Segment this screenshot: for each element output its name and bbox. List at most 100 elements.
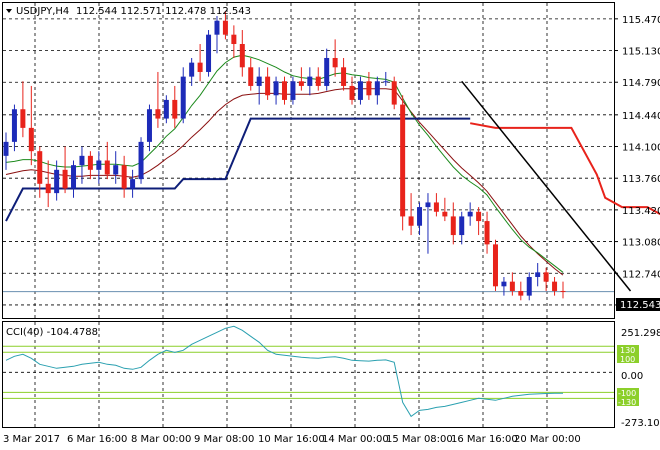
candle-body-62 — [526, 276, 532, 296]
channel-support-line — [5, 117, 471, 222]
candle-54 — [459, 211, 465, 245]
candle-body-5 — [45, 183, 51, 194]
time-label-5: 14 Mar 00:00 — [322, 434, 389, 445]
candles[interactable] — [3, 11, 566, 301]
candle-36 — [307, 67, 313, 96]
candle-body-30 — [256, 76, 262, 86]
candle-16 — [138, 137, 144, 184]
candle-body-19 — [163, 99, 169, 119]
candle-37 — [315, 67, 321, 91]
candle-body-12 — [104, 160, 110, 175]
candle-59 — [501, 276, 507, 296]
candle-49 — [417, 202, 423, 236]
candle-12 — [104, 141, 110, 180]
candle-body-38 — [324, 57, 330, 86]
candle-63 — [535, 263, 541, 287]
candle-body-42 — [357, 81, 363, 100]
candle-65 — [552, 276, 558, 296]
candle-body-14 — [121, 165, 127, 189]
dropdown-triangle-icon[interactable] — [6, 9, 12, 13]
candle-body-33 — [282, 81, 287, 100]
candle-50 — [425, 193, 431, 254]
candle-46 — [391, 76, 397, 110]
candle-body-3 — [28, 127, 34, 152]
candle-6 — [54, 160, 60, 201]
price-label-1: 115.130 — [622, 47, 660, 58]
cci-level-minus-130: -130 — [618, 398, 636, 407]
candle-41 — [349, 76, 355, 105]
candle-28 — [239, 30, 245, 77]
cci-axis-max: 251.2987 — [621, 328, 660, 339]
price-label-3: 114.440 — [622, 111, 660, 122]
candle-body-8 — [71, 165, 77, 189]
candle-9 — [79, 146, 85, 184]
symbol-label: USDJPY,H4 — [16, 6, 69, 17]
time-label-4: 10 Mar 16:00 — [258, 434, 325, 445]
candle-body-34 — [290, 81, 296, 100]
candle-5 — [45, 160, 51, 208]
candle-body-21 — [180, 76, 186, 119]
candle-body-4 — [37, 151, 43, 184]
candle-body-17 — [146, 109, 152, 142]
candle-body-26 — [222, 20, 228, 35]
price-label-8: 112.740 — [622, 269, 660, 280]
candle-body-53 — [450, 216, 456, 236]
candle-7 — [62, 146, 68, 194]
candle-body-1 — [11, 109, 17, 142]
candle-body-64 — [543, 272, 549, 282]
candle-body-13 — [113, 165, 119, 175]
cci-level-minus-100: -100 — [618, 389, 636, 398]
candle-body-23 — [197, 62, 203, 72]
candle-4 — [37, 146, 43, 198]
candle-56 — [476, 207, 482, 236]
candle-body-9 — [79, 155, 85, 166]
candle-19 — [163, 95, 169, 124]
candle-38 — [324, 48, 330, 91]
candle-body-54 — [459, 216, 465, 236]
candle-29 — [248, 57, 254, 91]
candle-body-59 — [501, 281, 507, 287]
candle-30 — [256, 67, 262, 105]
candle-57 — [484, 211, 490, 254]
candle-33 — [282, 76, 287, 105]
candle-47 — [400, 95, 406, 231]
candle-15 — [130, 169, 136, 198]
cci-indicator — [3, 325, 614, 418]
time-label-7: 16 Mar 16:00 — [451, 434, 518, 445]
candle-body-61 — [518, 290, 524, 296]
candle-3 — [28, 85, 34, 166]
candle-body-55 — [467, 211, 473, 217]
current-price-label: 112.543 — [620, 300, 660, 311]
time-label-2: 8 Mar 00:00 — [131, 434, 191, 445]
candle-18 — [155, 71, 161, 128]
candle-body-29 — [248, 67, 254, 86]
main-plot-frame — [2, 2, 615, 319]
time-label-8: 20 Mar 00:00 — [514, 434, 581, 445]
ohlc-values: 112.544 112.571 112.478 112.543 — [76, 6, 251, 17]
candle-39 — [332, 39, 338, 77]
price-label-0: 115.470 — [622, 15, 660, 26]
candle-body-24 — [206, 34, 212, 72]
candle-body-43 — [366, 81, 372, 96]
candle-body-31 — [265, 76, 271, 96]
candle-32 — [273, 76, 279, 105]
candle-61 — [518, 281, 524, 301]
candle-body-6 — [54, 169, 60, 194]
cci-axis-zero: 0.00 — [621, 371, 643, 382]
candle-body-39 — [332, 57, 338, 68]
price-label-7: 113.080 — [622, 238, 660, 249]
current-price-box — [616, 298, 660, 311]
time-label-3: 9 Mar 08:00 — [194, 434, 254, 445]
candle-body-65 — [552, 281, 558, 291]
candle-body-18 — [155, 109, 161, 119]
candle-body-52 — [442, 211, 448, 217]
chart-header: USDJPY,H4 112.544 112.571 112.478 112.54… — [6, 6, 251, 17]
candle-17 — [146, 104, 152, 152]
candle-20 — [172, 85, 178, 128]
candle-40 — [341, 57, 347, 91]
candle-21 — [180, 67, 186, 124]
candle-body-40 — [341, 67, 347, 86]
candle-body-51 — [433, 202, 439, 212]
candle-body-48 — [408, 216, 414, 226]
